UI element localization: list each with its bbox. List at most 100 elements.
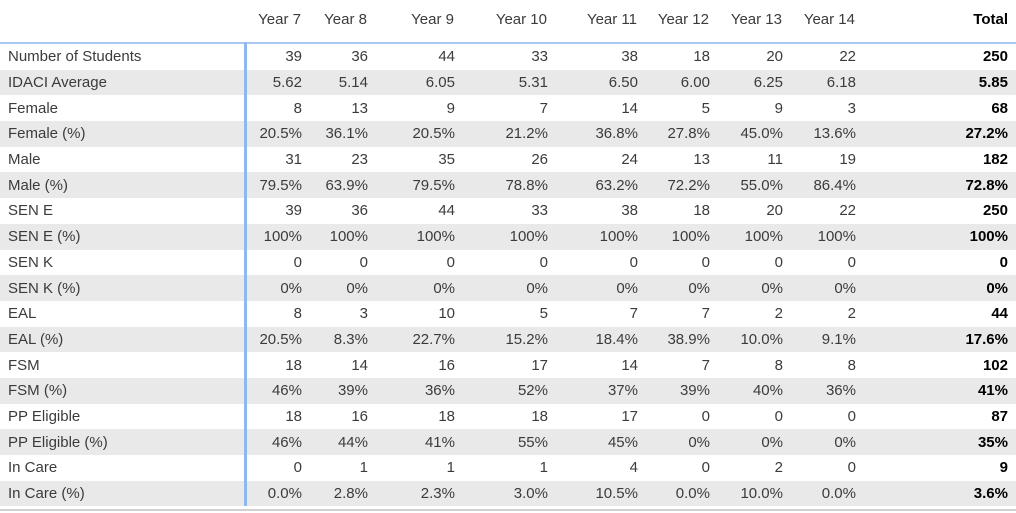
header-row: Year 7 Year 8 Year 9 Year 10 Year 11 Year 12 Y…: [0, 0, 1016, 44]
row-label: Female (%): [0, 121, 247, 147]
cell-fsm-year-13: 40%: [752, 382, 783, 400]
table-row-male: Male (%) 79.5% 63.9% 79.5% 78.8% 63.2% 72.2% 55…: [0, 172, 1016, 199]
cell-in-care-year-8: 1: [359, 459, 368, 477]
cell-fsm-year-13: 8: [774, 356, 783, 374]
table-row-sen-k: SEN K 0 0 0 0 0 0 0 0 0: [0, 249, 1016, 276]
column-header-year-10[interactable]: Year 10: [462, 0, 556, 44]
cell-number-of-students-year-13: 20: [766, 48, 783, 66]
cell-male-year-12: 13: [693, 151, 710, 169]
cell-eal-year-12: 38.9%: [667, 330, 710, 348]
total-cell-pp-eligible: 35%: [977, 433, 1008, 451]
table-row-pp-eligible: PP Eligible (%) 46% 44% 41% 55% 45% 0% 0% 0% 35%: [0, 429, 1016, 455]
row-label: IDACI Average: [0, 69, 247, 96]
cell-in-care-year-12: 0.0%: [675, 485, 710, 503]
cell-pp-eligible-year-8: 44%: [337, 433, 368, 451]
cell-idaci-average-year-14: 6.18: [826, 74, 856, 92]
column-header-year-14[interactable]: Year 14: [790, 0, 864, 44]
cell-sen-e-year-13: 100%: [744, 228, 783, 246]
cell-pp-eligible-year-7: 46%: [271, 433, 302, 451]
cell-sen-e-year-11: 38: [621, 202, 638, 220]
total-cell-sen-k: 0%: [986, 279, 1008, 297]
cell-female-year-12: 27.8%: [667, 125, 710, 143]
cell-male-year-10: 78.8%: [505, 176, 548, 194]
total-cell-sen-e: 100%: [969, 228, 1008, 246]
cell-male-year-13: 55.0%: [740, 176, 783, 194]
cell-fsm-year-7: 18: [285, 356, 302, 374]
cell-fsm-year-8: 14: [351, 356, 368, 374]
cell-sen-k-year-8: 0: [359, 253, 368, 271]
cell-eal-year-9: 22.7%: [412, 330, 455, 348]
cell-idaci-average-year-8: 5.14: [338, 74, 368, 92]
cell-female-year-12: 5: [701, 99, 710, 117]
total-cell-fsm: 102: [982, 356, 1008, 374]
cell-male-year-14: 86.4%: [813, 176, 856, 194]
cell-female-year-8: 13: [351, 99, 368, 117]
cell-female-year-7: 8: [293, 99, 302, 117]
total-cell-eal: 17.6%: [965, 330, 1008, 348]
cell-female-year-14: 13.6%: [813, 125, 856, 143]
cell-number-of-students-year-11: 38: [621, 48, 638, 66]
table-row-fsm: FSM (%) 46% 39% 36% 52% 37% 39% 40% 36% 41%: [0, 377, 1016, 404]
cell-female-year-10: 7: [539, 99, 548, 117]
cell-in-care-year-10: 1: [539, 459, 548, 477]
cell-eal-year-11: 18.4%: [595, 330, 638, 348]
column-header-year-9[interactable]: Year 9: [375, 0, 463, 44]
cell-male-year-11: 63.2%: [595, 176, 638, 194]
cell-idaci-average-year-11: 6.50: [608, 74, 638, 92]
cell-in-care-year-11: 4: [629, 459, 638, 477]
cell-pp-eligible-year-9: 18: [438, 407, 455, 425]
cell-eal-year-7: 8: [293, 305, 302, 323]
cell-in-care-year-14: 0: [847, 459, 856, 477]
total-cell-male: 182: [982, 151, 1008, 169]
cell-eal-year-13: 2: [774, 305, 783, 323]
cell-male-year-12: 72.2%: [667, 176, 710, 194]
row-label: FSM: [0, 352, 247, 378]
cell-male-year-8: 63.9%: [325, 176, 368, 194]
row-label: SEN E (%): [0, 223, 247, 250]
cell-fsm-year-7: 46%: [271, 382, 302, 400]
column-header-year-13[interactable]: Year 13: [717, 0, 791, 44]
cell-sen-e-year-7: 100%: [263, 228, 302, 246]
table-row-idaci-average: IDACI Average 5.62 5.14 6.05 5.31 6.50 6.00 6.2…: [0, 69, 1016, 96]
cell-male-year-11: 24: [621, 151, 638, 169]
cell-sen-k-year-8: 0%: [346, 279, 368, 297]
column-header-year-12[interactable]: Year 12: [645, 0, 718, 44]
total-cell-eal: 44: [991, 305, 1008, 323]
corner-header: [0, 0, 245, 44]
table-row-sen-k: SEN K (%) 0% 0% 0% 0% 0% 0% 0% 0% 0%: [0, 275, 1016, 301]
cell-sen-e-year-10: 33: [531, 202, 548, 220]
cell-pp-eligible-year-13: 0%: [761, 433, 783, 451]
cell-eal-year-11: 7: [629, 305, 638, 323]
cell-sen-k-year-13: 0: [774, 253, 783, 271]
cell-fsm-year-14: 8: [847, 356, 856, 374]
cell-pp-eligible-year-12: 0: [701, 407, 710, 425]
column-header-year-8[interactable]: Year 8: [309, 0, 376, 44]
row-label: SEN E: [0, 198, 247, 224]
cell-in-care-year-11: 10.5%: [595, 485, 638, 503]
row-label: In Care: [0, 455, 247, 481]
cell-sen-k-year-7: 0: [293, 253, 302, 271]
cell-sen-k-year-11: 0%: [616, 279, 638, 297]
row-label: SEN K: [0, 249, 247, 276]
total-cell-idaci-average: 5.85: [978, 74, 1008, 92]
cell-sen-k-year-14: 0%: [834, 279, 856, 297]
cell-in-care-year-7: 0.0%: [267, 485, 302, 503]
table-row-female: Female (%) 20.5% 36.1% 20.5% 21.2% 36.8% 27.8%…: [0, 121, 1016, 147]
total-cell-female: 27.2%: [965, 125, 1008, 143]
column-header-year-7[interactable]: Year 7: [244, 0, 310, 44]
cell-in-care-year-7: 0: [293, 459, 302, 477]
table-row-eal: EAL 8 3 10 5 7 7 2 2 44: [0, 300, 1016, 327]
cell-in-care-year-12: 0: [701, 459, 710, 477]
column-header-year-11[interactable]: Year 11: [555, 0, 646, 44]
cell-idaci-average-year-9: 6.05: [425, 74, 455, 92]
cell-fsm-year-10: 52%: [517, 382, 548, 400]
total-cell-female: 68: [991, 99, 1008, 117]
cell-pp-eligible-year-10: 18: [531, 407, 548, 425]
cell-male-year-7: 79.5%: [259, 176, 302, 194]
cell-female-year-9: 9: [446, 99, 455, 117]
column-header-total[interactable]: Total: [863, 0, 1016, 44]
cell-female-year-13: 9: [774, 99, 783, 117]
cell-female-year-14: 3: [847, 99, 856, 117]
